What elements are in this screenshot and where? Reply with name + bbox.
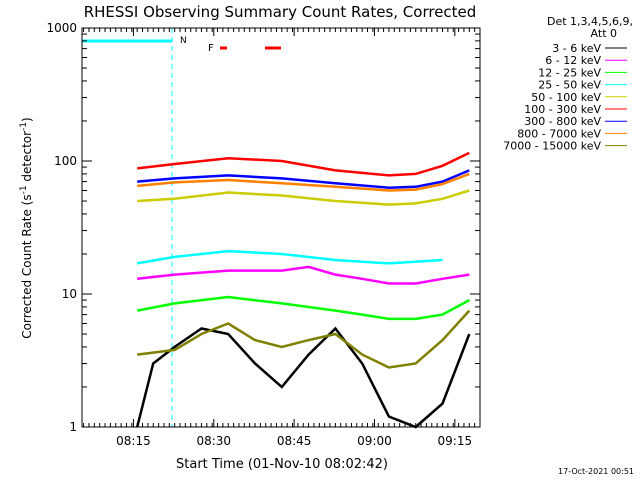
legend-label: 800 - 7000 keV: [517, 127, 601, 140]
series-line: [137, 265, 470, 285]
series-line: [137, 151, 470, 177]
chart-title: RHESSI Observing Summary Count Rates, Co…: [84, 3, 477, 21]
legend-header-line-2: Att 0: [591, 27, 617, 40]
series-line: [135, 326, 471, 429]
y-tick-label: 10: [62, 287, 77, 301]
legend-label: 6 - 12 keV: [545, 54, 601, 67]
legend-label: 300 - 800 keV: [524, 115, 601, 128]
series-line: [137, 172, 470, 192]
series-line: [137, 189, 470, 206]
y-tick-label: 100: [54, 154, 77, 168]
legend-label: 3 - 6 keV: [552, 42, 601, 55]
legend-label: 100 - 300 keV: [524, 103, 601, 116]
series-line: [137, 169, 470, 189]
y-axis-label: Corrected Count Rate (s-1 detector-1): [19, 117, 34, 338]
legend-label: 7000 - 15000 keV: [503, 140, 601, 153]
x-tick-label: 08:30: [196, 434, 231, 448]
flare-flag-label: F: [208, 43, 214, 54]
x-tick-label: 09:15: [438, 434, 473, 448]
series-line: [136, 249, 443, 265]
plot-frame: [81, 27, 481, 428]
y-tick-label: 1000: [46, 21, 77, 35]
legend-label: 12 - 25 keV: [538, 66, 601, 79]
x-tick-label: 08:15: [116, 434, 151, 448]
x-tick-label: 09:00: [357, 434, 392, 448]
x-tick-label: 08:45: [277, 434, 312, 448]
x-axis-label: Start Time (01-Nov-10 08:02:42): [176, 457, 388, 472]
series-line: [137, 309, 471, 369]
legend-label: 50 - 100 keV: [531, 91, 601, 104]
y-tick-label: 1: [69, 420, 77, 434]
legend-header-line-1: Det 1,3,4,5,6,9,: [547, 15, 633, 28]
legend-label: 25 - 50 keV: [538, 79, 601, 92]
night-flag-label: N: [180, 36, 187, 46]
series-line: [136, 295, 470, 321]
date-stamp: 17-Oct-2021 00:51: [558, 467, 634, 476]
